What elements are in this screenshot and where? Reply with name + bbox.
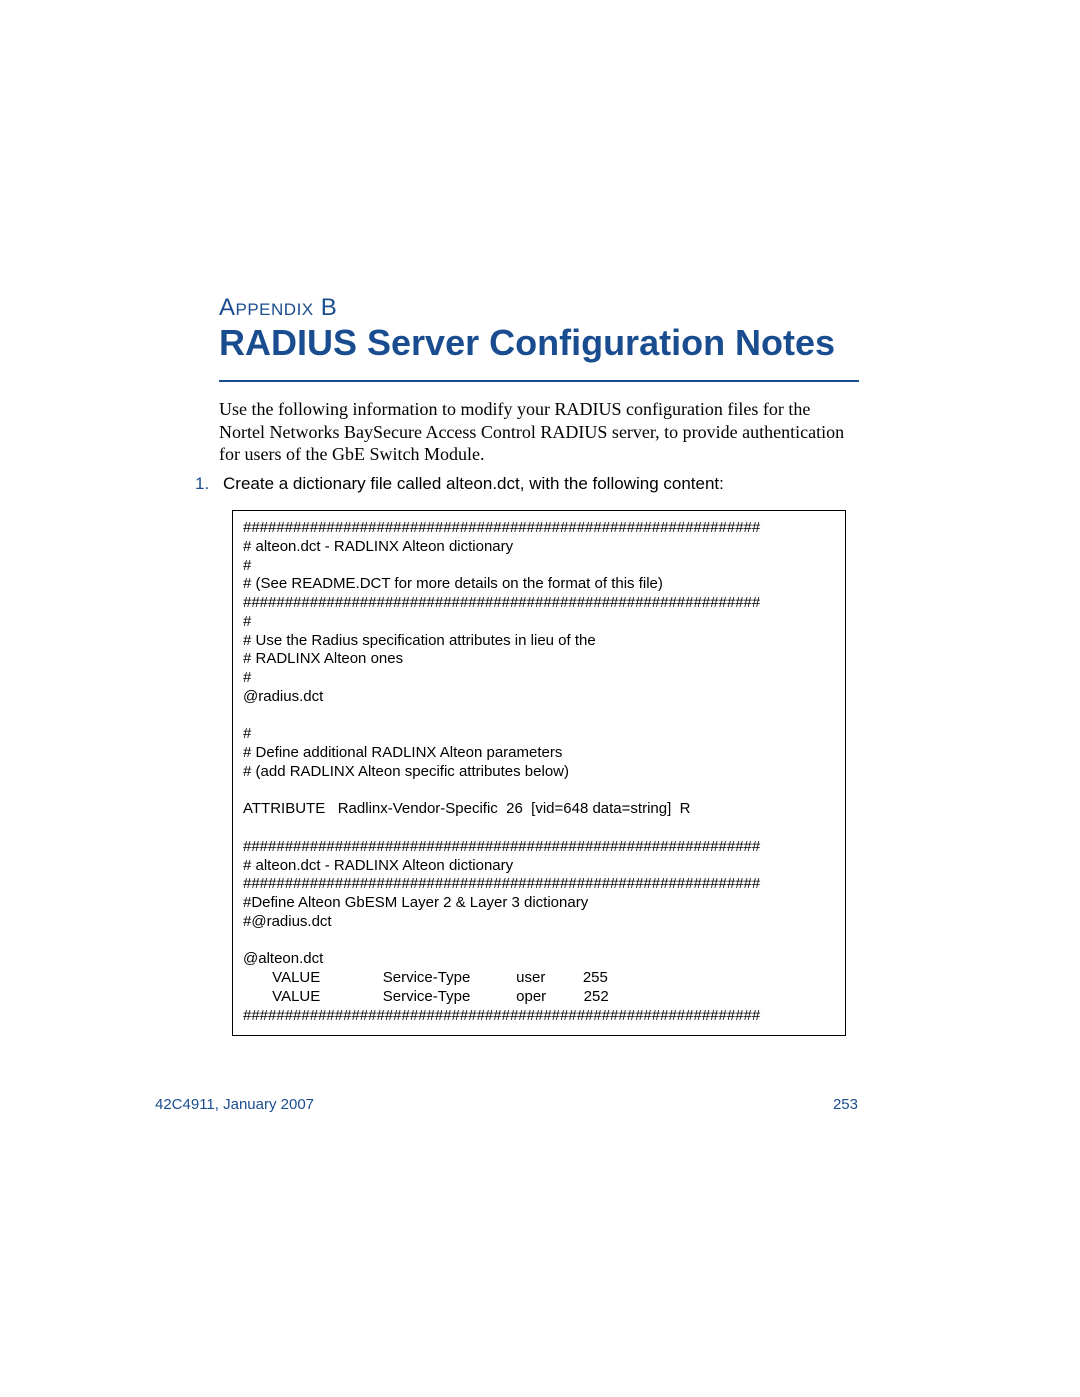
- step-text-before: Create a dictionary file called: [223, 474, 446, 493]
- step-text-after: , with the following content:: [520, 474, 724, 493]
- footer-page-number: 253: [833, 1096, 858, 1113]
- step-number: 1.: [195, 474, 223, 494]
- footer-doc-id: 42C4911, January 2007: [155, 1096, 314, 1113]
- appendix-label: Appendix B: [219, 294, 337, 322]
- title-rule: [219, 380, 859, 382]
- page-title: RADIUS Server Configuration Notes: [219, 322, 835, 364]
- step-text: Create a dictionary file called alteon.d…: [223, 474, 859, 494]
- intro-paragraph: Use the following information to modify …: [219, 398, 859, 466]
- document-page: Appendix B RADIUS Server Configuration N…: [0, 0, 1080, 1397]
- step-filename: alteon.dct: [446, 474, 520, 493]
- step-1: 1. Create a dictionary file called alteo…: [195, 474, 859, 494]
- code-block: ########################################…: [232, 510, 846, 1036]
